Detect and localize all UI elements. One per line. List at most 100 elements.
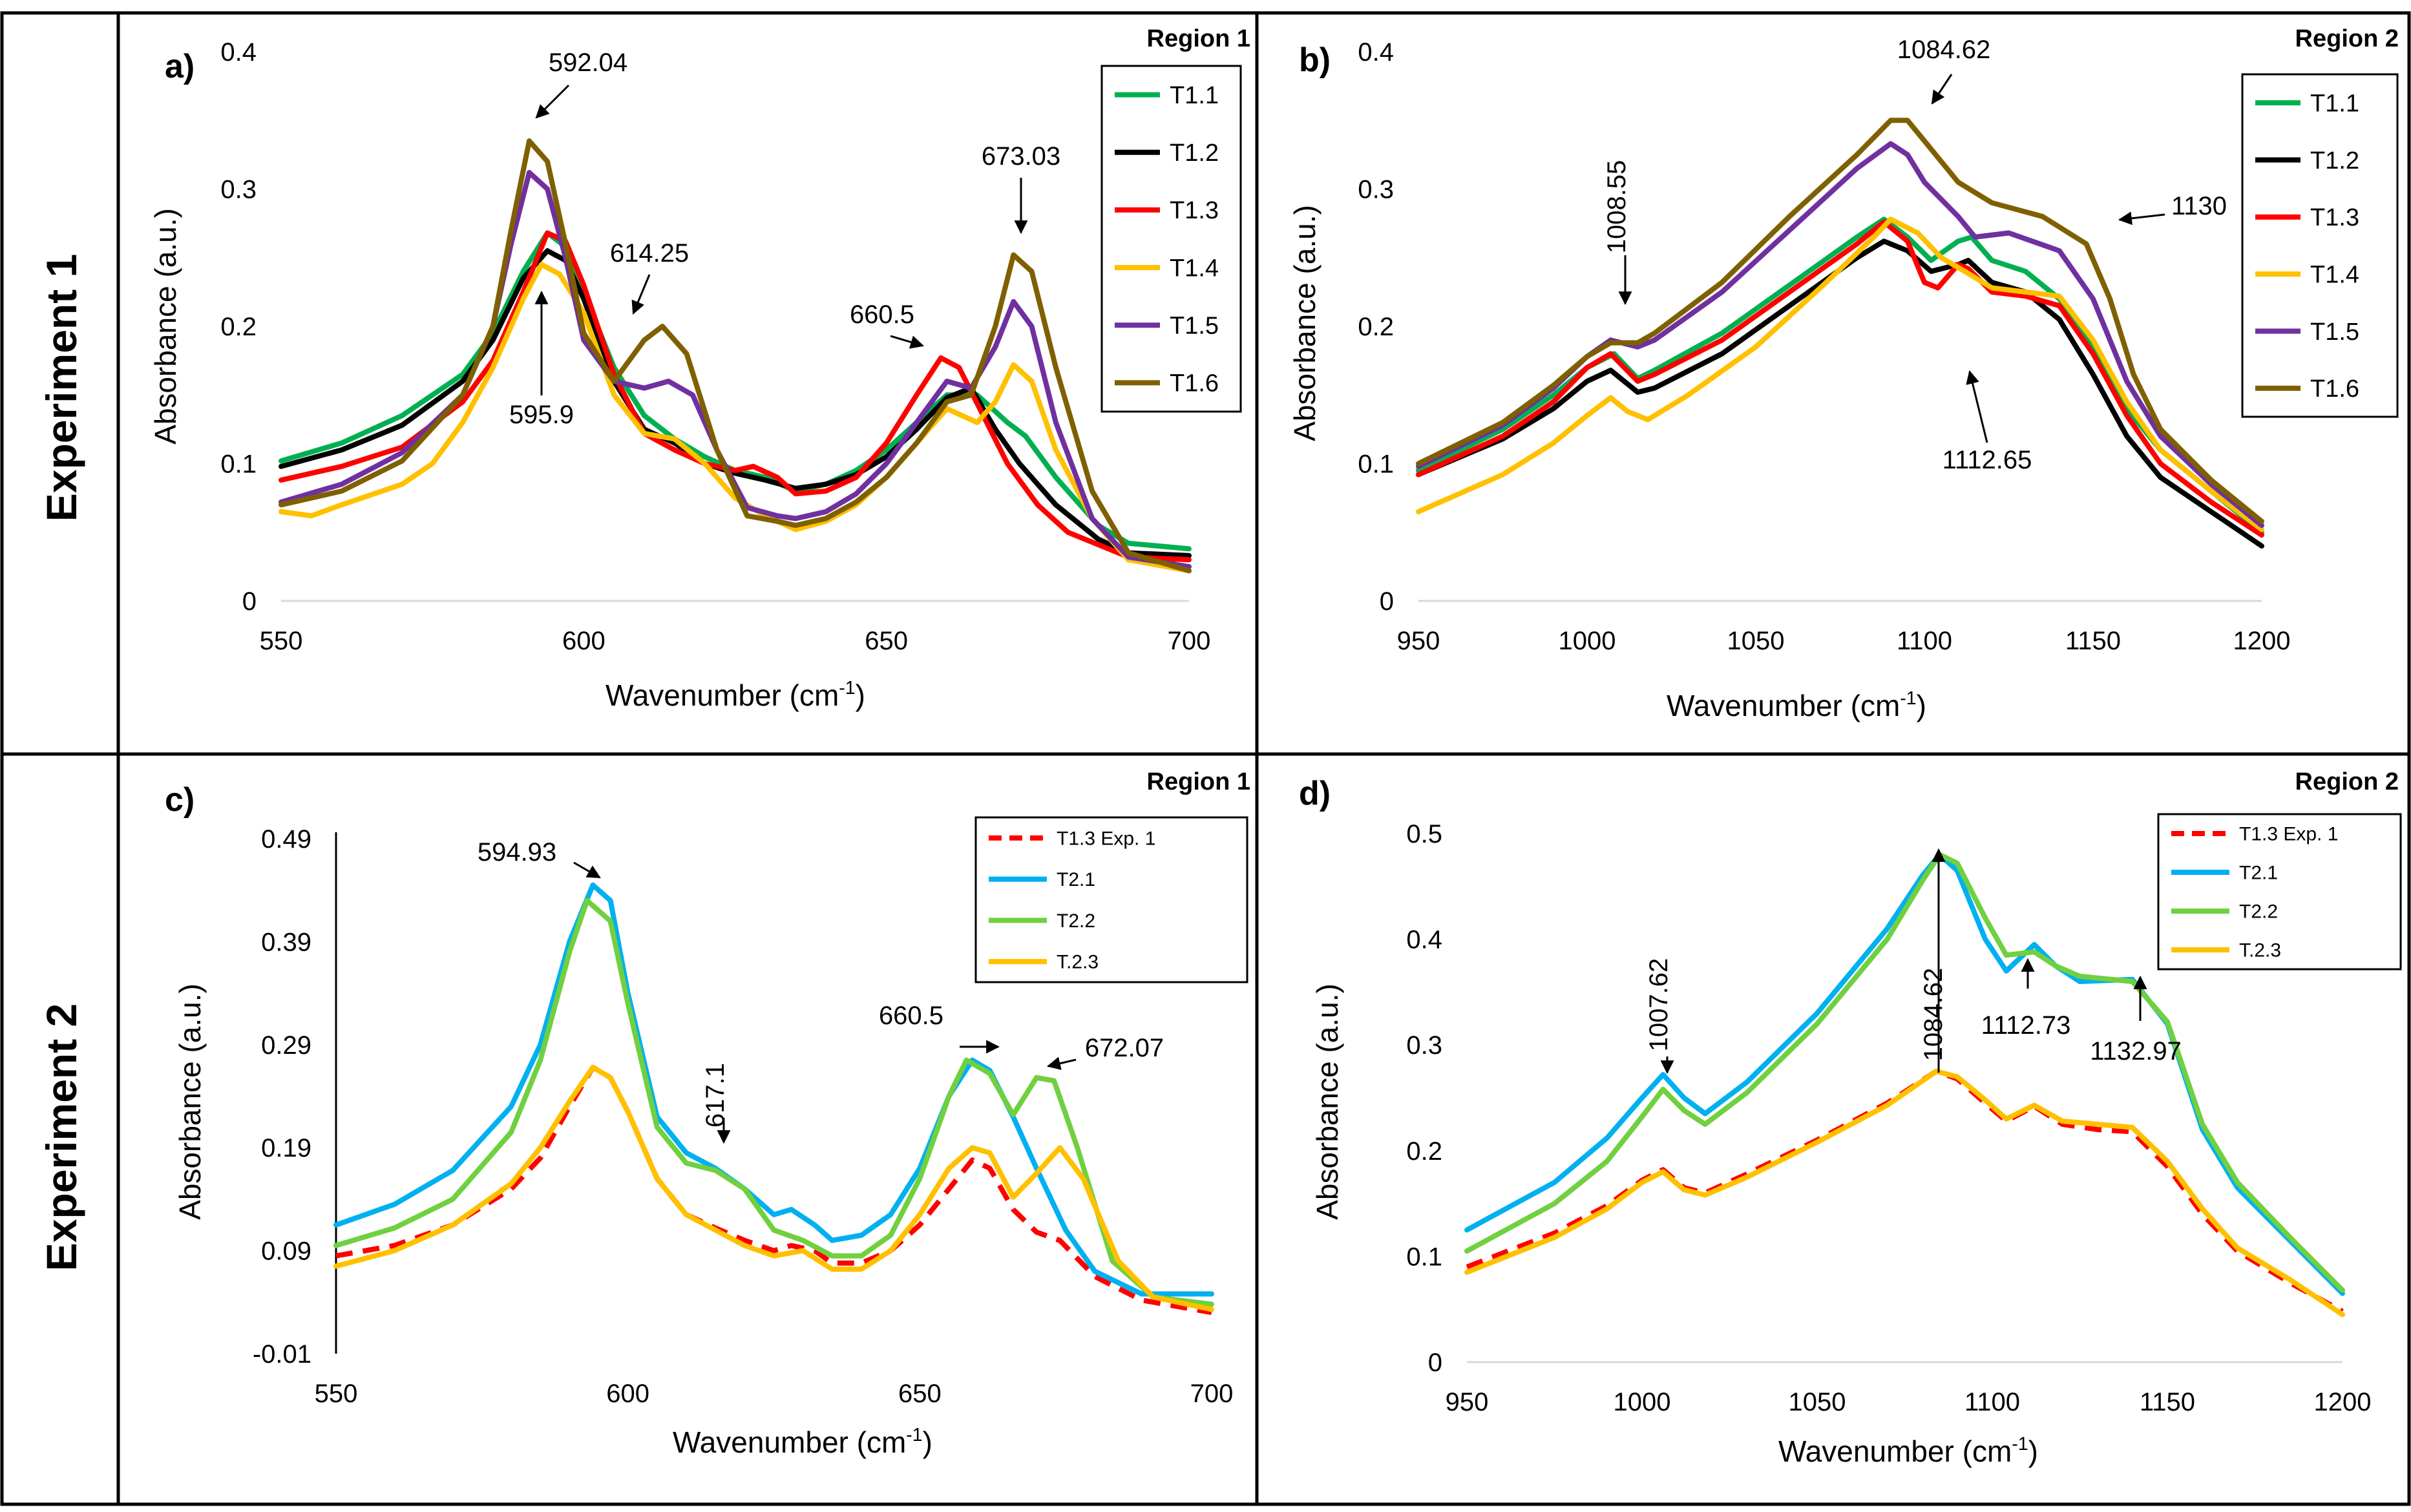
region-label: Region 2 <box>2295 25 2399 52</box>
y-axis-title: Absorbance (a.u.) <box>1288 205 1321 441</box>
region-label: Region 1 <box>1147 768 1250 795</box>
series-line-t1-6 <box>1416 118 2264 524</box>
series-line-t1-4 <box>1416 216 2264 532</box>
x-tick-label: 650 <box>865 627 908 655</box>
legend-entry: T2.2 <box>1057 910 1095 932</box>
y-tick-label: 0.2 <box>1406 1137 1442 1166</box>
x-tick-label: 950 <box>1397 627 1440 655</box>
legend-box <box>2241 73 2399 418</box>
series-line-t1-3 <box>1416 219 2264 538</box>
y-tick-label: 0 <box>1380 587 1394 616</box>
series-line-t1-4 <box>279 262 1192 574</box>
peak-annotation-label: 672.07 <box>1085 1034 1164 1062</box>
y-tick-label: 0.3 <box>1406 1031 1442 1060</box>
y-tick-label: 0 <box>242 587 257 616</box>
legend-entry: T1.2 <box>2310 147 2359 174</box>
y-tick-label: -0.01 <box>253 1340 311 1369</box>
legend-entry: T.2.3 <box>2239 940 2281 961</box>
y-tick-label: 0.1 <box>220 450 257 479</box>
legend-box <box>974 816 1248 983</box>
y-axis-title: Absorbance (a.u.) <box>1311 983 1344 1220</box>
x-axis-title-superscript: -1 <box>906 1425 922 1445</box>
x-tick-label: 1200 <box>2233 627 2291 655</box>
legend-entry: T1.4 <box>1170 255 1219 282</box>
peak-annotation-arrow <box>1046 1056 1077 1070</box>
peak-annotation-label: 1112.73 <box>1981 1011 2071 1040</box>
y-tick-label: 0.1 <box>1358 450 1394 479</box>
y-tick-label: 0.09 <box>261 1237 311 1266</box>
peak-annotation-arrow <box>573 861 601 879</box>
series-line-t-2-3 <box>1464 1069 2345 1318</box>
series-line-t1-6 <box>279 138 1192 574</box>
legend-entry: T1.6 <box>1170 370 1219 397</box>
legend-entry: T1.5 <box>2310 319 2359 346</box>
peak-annotation-label: 660.5 <box>879 1002 943 1030</box>
peak-annotation-label: 1130 <box>2171 192 2227 220</box>
panel-letter: b) <box>1299 41 1331 79</box>
peak-annotation-label: 614.25 <box>610 239 689 268</box>
series-line-t1-3-exp-1 <box>1466 1069 2344 1314</box>
y-tick-label: 0.2 <box>220 313 257 341</box>
legend-entry: T.2.3 <box>1057 952 1099 973</box>
legend-entry: T1.3 Exp. 1 <box>1057 828 1155 849</box>
series-line-t2-2 <box>333 898 1214 1307</box>
series-line-t1-5 <box>1416 141 2264 529</box>
x-axis-title-superscript: -1 <box>839 678 855 698</box>
panel-letter: a) <box>165 48 195 85</box>
legend-entry: T1.3 Exp. 1 <box>2239 824 2338 845</box>
y-axis-title: Absorbance (a.u.) <box>173 983 207 1220</box>
series-line-t1-1 <box>279 230 1192 552</box>
peak-annotation-label: 595.9 <box>509 401 574 429</box>
peak-annotation-arrow <box>535 84 570 119</box>
y-tick-label: 0.1 <box>1406 1243 1442 1271</box>
x-tick-label: 700 <box>1168 627 1211 655</box>
peak-annotation-label: 1084.62 <box>1919 968 1948 1062</box>
series-line-t1-5 <box>279 170 1192 569</box>
peak-annotation-arrow <box>1931 74 1953 105</box>
x-tick-label: 1100 <box>1964 1388 2020 1416</box>
peak-annotation-label: 617.1 <box>701 1063 730 1128</box>
peak-annotation-label: 1008.55 <box>1603 160 1631 254</box>
series-line-t1-3 <box>279 230 1192 563</box>
y-tick-label: 0.2 <box>1358 313 1394 341</box>
y-tick-label: 0.5 <box>1406 820 1442 848</box>
legend-box <box>2157 813 2402 971</box>
x-tick-label: 1000 <box>1614 1388 1671 1416</box>
y-tick-label: 0.3 <box>1358 176 1394 204</box>
x-tick-label: 1100 <box>1897 627 1952 655</box>
y-tick-label: 0 <box>1428 1349 1442 1377</box>
x-axis-title: Wavenumber (cm-1) <box>1667 688 1926 722</box>
peak-annotation-arrow <box>2118 211 2165 226</box>
y-tick-label: 0.39 <box>261 928 311 956</box>
y-tick-label: 0.4 <box>1406 926 1442 954</box>
x-tick-label: 1200 <box>2314 1388 2372 1416</box>
x-tick-label: 650 <box>898 1380 942 1408</box>
x-axis-title-main: Wavenumber (cm <box>1778 1434 2012 1468</box>
panel-a: 550 600 650 700 0 0.1 0.2 0.3 0.4 Wavenumber (cm-… <box>149 25 1250 712</box>
x-axis-title-superscript: -1 <box>1900 688 1916 709</box>
series-line-t2-2 <box>1464 852 2345 1293</box>
region-label: Region 2 <box>2295 768 2399 795</box>
legend-entry: T1.4 <box>2310 261 2359 288</box>
x-axis-title: Wavenumber (cm-1) <box>605 678 865 712</box>
x-tick-label: 600 <box>562 627 605 655</box>
x-tick-label: 700 <box>1190 1380 1234 1408</box>
peak-annotation-label: 592.04 <box>549 48 627 77</box>
legend-entry: T1.2 <box>1170 140 1219 167</box>
x-axis-title-tail: ) <box>856 678 865 712</box>
x-tick-label: 1000 <box>1559 627 1616 655</box>
peak-annotation-label: 1132.97 <box>2090 1037 2182 1066</box>
panel-d: 950 1000 1050 1100 1150 1200 0 0.1 0.2 0.3 0.4 0.5 W… <box>1299 768 2402 1468</box>
x-tick-label: 550 <box>260 627 303 655</box>
panel-letter: c) <box>165 781 195 819</box>
x-axis-title-tail: ) <box>1917 689 1926 722</box>
x-axis-title-main: Wavenumber (cm <box>605 678 839 712</box>
legend-entry: T1.1 <box>2310 90 2359 117</box>
legend-entry: T1.3 <box>2310 204 2359 231</box>
peak-annotation-label: 1084.62 <box>1897 36 1991 64</box>
x-axis-title: Wavenumber (cm-1) <box>1778 1434 2038 1468</box>
legend-box <box>1100 65 1242 413</box>
x-tick-label: 1050 <box>1789 1388 1846 1416</box>
